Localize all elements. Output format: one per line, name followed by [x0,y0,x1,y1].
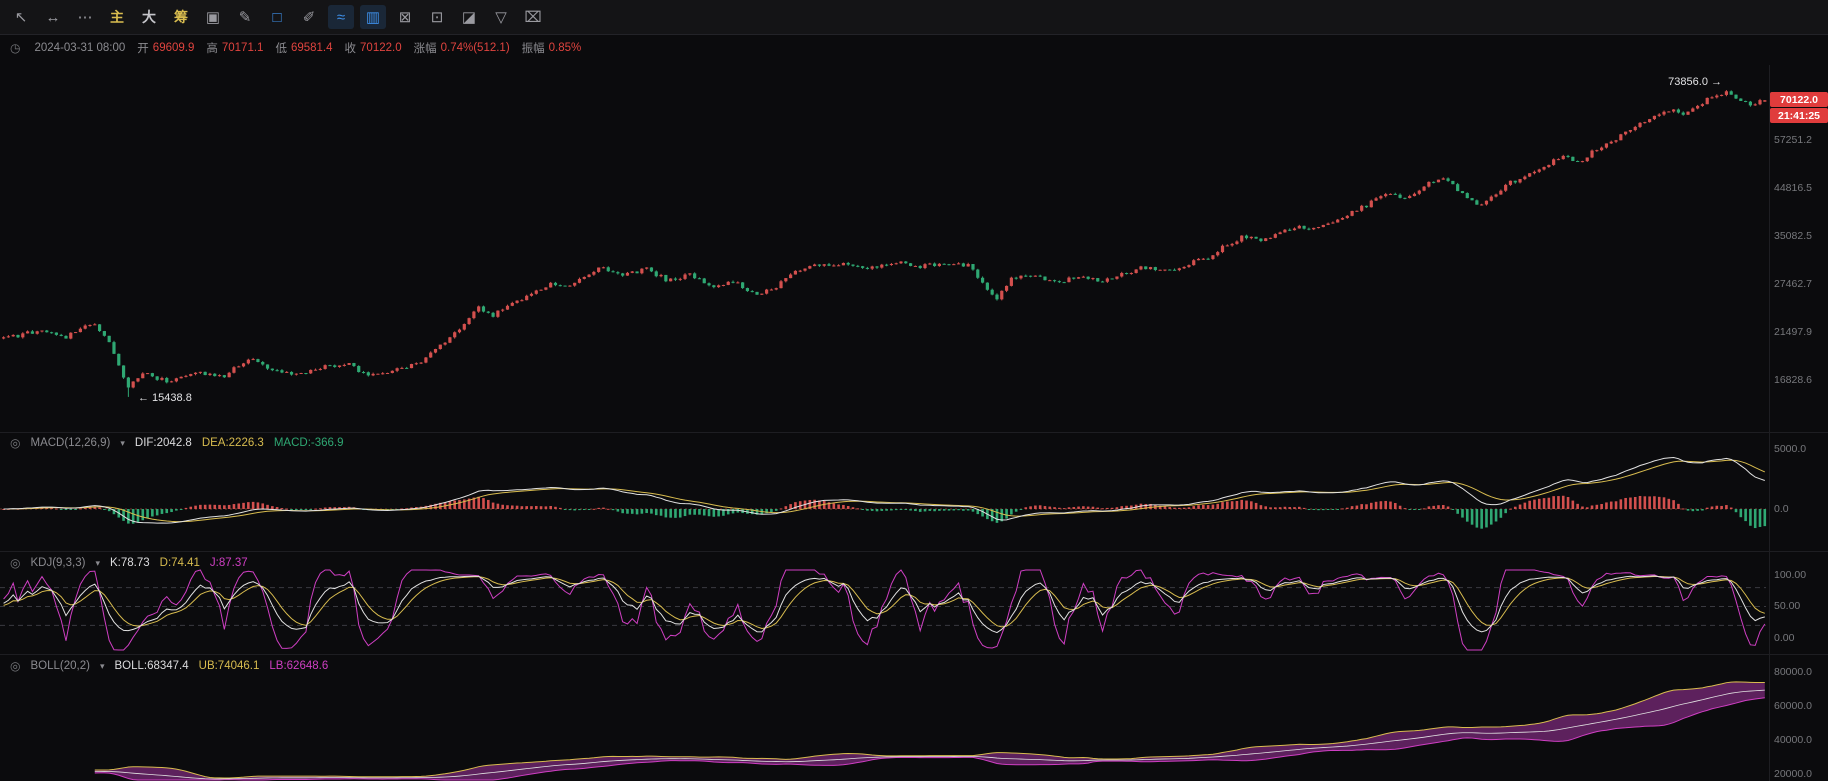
boll-header: ◎ BOLL(20,2) ▾ BOLL:68347.4 UB:74046.1 L… [10,659,328,673]
boll-axis-label: 20000.0 [1774,768,1812,780]
countdown-badge: 21:41:25 [1770,108,1828,123]
macd-header: ◎ MACD(12,26,9) ▾ DIF:2042.8 DEA:2226.3 … [10,436,344,450]
price-axis-label: 27462.7 [1774,278,1812,290]
last-price-badge: 70122.0 [1770,92,1828,107]
close-value: 70122.0 [360,42,402,54]
macd-axis-label: 0.0 [1774,503,1789,515]
high-field: 高 70171.1 [206,40,263,56]
overlay-tool-icon[interactable]: ▣ [205,9,221,26]
change-value: 0.74%(512.1) [440,42,510,54]
kdj-chevron-down-icon[interactable]: ▾ [95,557,100,568]
boll-visibility-icon[interactable]: ◎ [10,659,21,673]
kdj-k-value: K:78.73 [109,557,150,569]
price-axis-label: 21497.9 [1774,326,1812,338]
high-value: 70171.1 [221,42,264,54]
candle-datetime: 2024-03-31 08:00 [34,42,126,54]
measure-tool-icon[interactable]: ↔ [45,8,61,26]
macd-visibility-icon[interactable]: ◎ [10,436,21,450]
boll-axis-label: 40000.0 [1774,734,1812,746]
kdj-axis-label: 100.00 [1774,569,1807,581]
chips-indicator-toggle[interactable]: 筹 [174,9,188,25]
kdj-axis-label: 50.00 [1774,600,1801,612]
amplitude-value: 0.85% [548,42,582,54]
bars-tool-icon[interactable]: ▥ [360,5,386,29]
amplitude-field: 振幅 0.85% [522,40,582,56]
open-value: 69609.9 [152,42,195,54]
open-label: 开 [137,43,149,55]
eraser-tool-icon[interactable]: ◪ [461,9,477,26]
amplitude-label: 振幅 [521,43,545,55]
kdj-header: ◎ KDJ(9,3,3) ▾ K:78.73 D:74.41 J:87.37 [10,556,248,570]
select-region-tool-icon[interactable]: □ [272,8,282,26]
kdj-j-value: J:87.37 [209,557,248,569]
kdj-axis-label: 0.00 [1774,632,1795,644]
macd-chevron-down-icon[interactable]: ▾ [120,437,125,448]
boll-axis-label: 60000.0 [1774,700,1812,712]
boll-chevron-down-icon[interactable]: ▾ [99,660,105,671]
low-field: 低 69581.4 [275,40,332,56]
high-price-annotation: 73856.0 → [1668,76,1722,88]
price-axis-label: 57251.2 [1774,134,1812,146]
open-field: 开 69609.9 [137,40,194,56]
filter-tool-icon[interactable]: ▽ [495,9,507,26]
boll-title[interactable]: BOLL(20,2) [30,660,90,672]
close-field: 收 70122.0 [345,40,402,56]
main-indicator-toggle[interactable]: 主 [110,9,124,25]
change-field: 涨幅 0.74%(512.1) [414,40,510,56]
boll-axis-label: 80000.0 [1774,666,1812,678]
low-value: 69581.4 [290,42,333,54]
close-label: 收 [344,43,357,55]
low-price-annotation: ← 15438.8 [138,392,192,404]
boll-mid-value: BOLL:68347.4 [114,660,189,672]
macd-dif-value: DIF:2042.8 [134,437,192,449]
trash-tool-icon[interactable]: ⌧ [524,9,542,26]
clock-icon: ◷ [10,41,21,55]
more-tools-icon[interactable]: ⋯ [77,9,93,26]
cursor-tool-icon[interactable]: ↖ [14,9,28,26]
boll-lb-value: LB:62648.6 [269,660,329,672]
price-axis-label: 16828.6 [1774,374,1812,386]
kdj-title[interactable]: KDJ(9,3,3) [30,557,86,569]
change-label: 涨幅 [413,43,437,55]
brush-tool-icon[interactable]: ✎ [238,9,252,26]
wave-tool-icon[interactable]: ≈ [328,5,354,29]
price-axis-label: 44816.5 [1774,182,1812,194]
macd-dea-value: DEA:2226.3 [201,437,264,449]
macd-axis-label: 5000.0 [1774,443,1807,455]
macd-title[interactable]: MACD(12,26,9) [30,437,111,449]
kdj-d-value: D:74.41 [159,557,200,569]
low-label: 低 [275,43,287,55]
da-indicator-toggle[interactable]: 大 [142,9,156,25]
high-label: 高 [206,43,218,55]
boll-ub-value: UB:74046.1 [198,660,260,672]
price-axis-label: 35082.5 [1774,230,1812,242]
ohlc-info-bar: ◷ 2024-03-31 08:00 开 69609.9 高 70171.1 低… [10,40,581,56]
toolbar: ↖ ↔ ⋯ 主 大 筹 ▣ ✎ □ ✐ ≈ ▥ ⊠ ⊡ ◪ ▽ ⌧ [0,0,1828,35]
draw-line-tool-icon[interactable]: ✐ [302,9,316,26]
macd-hist-value: MACD:-366.9 [273,437,344,449]
clear-drawings-tool-icon[interactable]: ⊠ [398,9,412,26]
export-tool-icon[interactable]: ⊡ [430,9,444,26]
kdj-visibility-icon[interactable]: ◎ [10,556,21,570]
